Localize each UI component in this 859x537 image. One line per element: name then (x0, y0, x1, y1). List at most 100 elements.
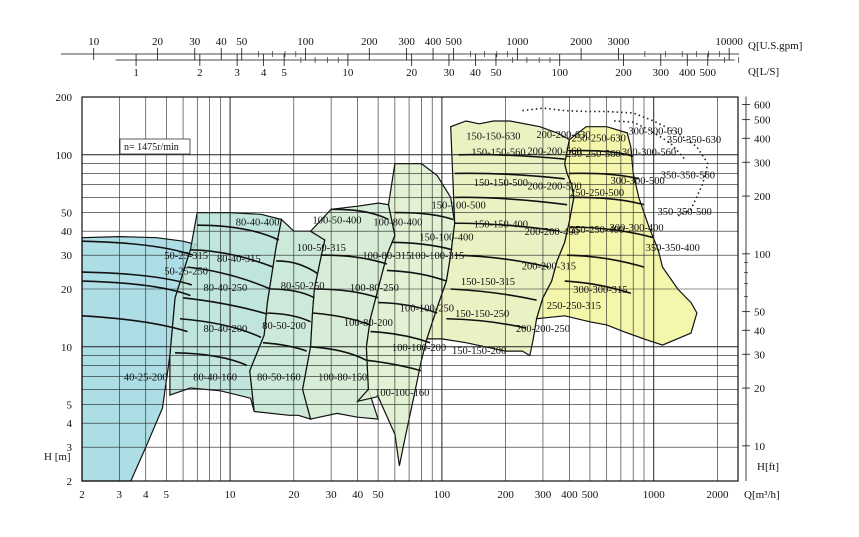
model-labels: 40-25-200 50-25-250 50-25-315 80-40-160 80-4… (124, 126, 721, 399)
model-label-200-200-630: 200-200-630 (536, 130, 590, 141)
curve-40-25-200 (81, 240, 194, 256)
x-tick-label: 300 (535, 489, 552, 501)
model-label-200-200-250: 200-200-250 (516, 324, 570, 335)
model-label-150-150-560: 150-150-560 (471, 148, 525, 159)
curve-250-250-315 (569, 149, 634, 158)
curve-100-100-160 (394, 211, 454, 221)
model-label-200-200-560: 200-200-560 (527, 147, 581, 158)
ft-tick-label: 400 (754, 133, 771, 145)
region-100-80-160 (301, 202, 396, 420)
model-label-50-25-315: 50-25-315 (164, 251, 208, 262)
ls-tick-label: 2 (197, 67, 203, 79)
curve-80-50-160 (262, 341, 307, 352)
dotted-outline (522, 107, 709, 217)
ls-tick-label: 30 (443, 67, 455, 79)
ls-tick-label: 10 (342, 67, 354, 79)
gpm-tick-label: 20 (152, 36, 164, 48)
dotted-extension (522, 107, 709, 217)
curve-80-50-160 (270, 288, 315, 299)
model-label-100-80-400: 100-80-400 (373, 217, 422, 228)
curve-40-25-200 (81, 280, 191, 297)
model-label-80-40-400: 80-40-400 (236, 217, 280, 228)
ls-tick-label: 100 (551, 67, 568, 79)
speed-note: n= 1475r/min (124, 142, 179, 153)
dotted-inner (614, 120, 686, 160)
model-label-250-250-560: 250-250-560 (566, 149, 620, 160)
top-axis-ls-title: Q[L/S] (748, 66, 779, 78)
region-100-100-160 (355, 163, 456, 466)
y-tick-label: 4 (67, 418, 73, 430)
top-axis-gpm-title: Q[U.S.gpm] (748, 40, 802, 52)
x-tick-label: 3 (117, 489, 123, 501)
gpm-tick-label: 1000 (506, 36, 529, 48)
gpm-tick-label: 10 (88, 36, 100, 48)
ft-tick-label: 100 (754, 249, 771, 261)
x-tick-label: 10 (225, 489, 237, 501)
model-label-100-100-200: 100-100-200 (392, 343, 446, 354)
x-tick-label: 20 (288, 489, 300, 501)
model-label-300-300-560: 300-300-560 (622, 148, 676, 159)
plot-border (81, 96, 739, 482)
ls-tick-label: 3 (234, 67, 240, 79)
speed-note-box: n= 1475r/min (119, 138, 191, 155)
model-label-100-80-250: 100-80-250 (350, 283, 399, 294)
x-tick-label: 2000 (706, 489, 729, 501)
gpm-tick-label: 30 (189, 36, 201, 48)
curve-250-250-315 (567, 254, 645, 268)
ft-tick-label: 50 (754, 307, 766, 319)
model-label-250-250-400: 250-250-400 (570, 225, 624, 236)
ft-tick-label: 40 (754, 325, 766, 337)
model-label-350-350-630: 350-350-630 (667, 135, 721, 146)
model-label-40-25-200: 40-25-200 (124, 373, 168, 384)
gpm-tick-label: 3000 (607, 36, 630, 48)
curve-150-150-200 (454, 196, 568, 206)
ft-tick-label: 600 (754, 99, 771, 111)
gpm-tick-label: 400 (425, 36, 442, 48)
y-axis-title: H [m] (44, 451, 71, 463)
curve-150-150-200 (454, 222, 560, 232)
model-label-350-350-400: 350-350-400 (646, 243, 700, 254)
ft-tick-label: 500 (754, 115, 771, 127)
y-tick-label: 40 (61, 226, 73, 238)
gpm-tick-label: 40 (216, 36, 228, 48)
ls-tick-label: 300 (653, 67, 670, 79)
curve-100-80-160 (331, 208, 389, 221)
gpm-tick-label: 200 (361, 36, 378, 48)
ft-tick-label: 200 (754, 191, 771, 203)
x-tick-label: 2 (79, 489, 85, 501)
y-tick-label: 2 (67, 476, 73, 488)
x-tick-label: 400 (561, 489, 578, 501)
model-label-100-100-250: 100-100-250 (400, 304, 454, 315)
model-label-150-100-400: 150-100-400 (419, 233, 473, 244)
gpm-tick-label: 300 (398, 36, 415, 48)
y-tick-label: 50 (61, 208, 73, 220)
curve-250-250-315 (564, 280, 632, 295)
model-label-80-40-250: 80-40-250 (203, 283, 247, 294)
model-label-80-50-250: 80-50-250 (281, 281, 325, 292)
plot-frame (81, 96, 739, 482)
x-tick-label: 4 (143, 489, 149, 501)
curve-80-50-160 (276, 260, 319, 275)
model-label-150-150-315: 150-150-315 (461, 277, 515, 288)
x-axis-title: Q[m³/h] (744, 489, 780, 501)
axes: 2 3 4 5 10 20 30 40 50 100 200 300 400 500 1000 2000234… (56, 36, 772, 501)
ls-tick-label: 4 (261, 67, 267, 79)
x-tick-label: 30 (326, 489, 338, 501)
y-tick-label: 20 (61, 284, 73, 296)
curve-150-150-200 (454, 172, 565, 180)
curve-40-25-200 (81, 271, 193, 286)
model-label-100-100-160: 100-100-160 (375, 388, 429, 399)
curve-150-150-200 (450, 288, 537, 301)
y-tick-label: 100 (56, 150, 73, 162)
model-label-250-250-315: 250-250-315 (547, 301, 601, 312)
model-label-80-40-160: 80-40-160 (193, 373, 237, 384)
ft-tick-label: 300 (754, 157, 771, 169)
curve-250-250-315 (569, 226, 654, 239)
curve-150-150-200 (454, 254, 550, 268)
model-label-150-150-500: 150-150-500 (474, 178, 528, 189)
model-label-100-50-400: 100-50-400 (313, 216, 362, 227)
model-label-250-250-500: 250-250-500 (570, 188, 624, 199)
curve-250-250-315 (569, 172, 639, 180)
model-label-300-300-315: 300-300-315 (573, 285, 627, 296)
model-label-80-50-160: 80-50-160 (257, 373, 301, 384)
